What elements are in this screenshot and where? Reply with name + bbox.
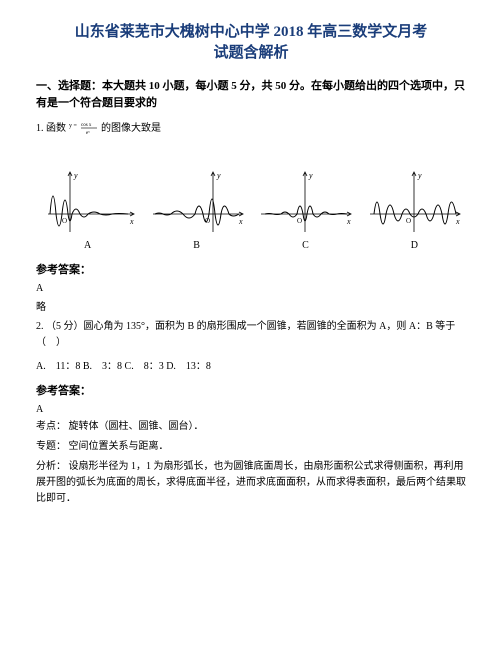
zhuanti-value: 空间位置关系与距离． <box>69 441 169 452</box>
kaodian-label: 考点： <box>36 421 66 432</box>
page-title: 山东省莱芜市大槐树中心中学 2018 年高三数学文月考 试题含解析 <box>36 22 466 64</box>
svg-text:y: y <box>216 171 221 180</box>
svg-text:y =: y = <box>69 123 78 129</box>
title-line1: 山东省莱芜市大槐树中心中学 2018 年高三数学文月考 <box>75 24 428 40</box>
kaodian-row: 考点： 旋转体（圆柱、圆锥、圆台）． <box>36 419 466 435</box>
svg-text:x: x <box>129 217 134 226</box>
chart-c-svg: x y O <box>257 168 353 234</box>
answer-heading-1: 参考答案： <box>36 261 466 277</box>
question-1: 1. 函数 y = cos x eˣ 的图像大致是 <box>36 119 466 138</box>
chart-option-a: x y O A <box>36 168 139 251</box>
svg-text:x: x <box>238 217 243 226</box>
fenxi-label: 分析： <box>36 461 66 472</box>
svg-text:y: y <box>308 171 313 180</box>
kaodian-value: 旋转体（圆柱、圆锥、圆台）． <box>69 421 204 432</box>
chart-b-svg: x y O <box>149 168 245 234</box>
chart-option-c: x y O C <box>254 168 357 251</box>
svg-text:x: x <box>455 217 460 226</box>
fenxi-row: 分析： 设扇形半径为 1，1 为扇形弧长，也为圆锥底面周长，由扇形面积公式求得侧… <box>36 459 466 507</box>
svg-text:x: x <box>346 217 351 226</box>
svg-text:eˣ: eˣ <box>86 131 90 136</box>
svg-text:y: y <box>73 171 78 180</box>
chart-option-b: x y O B <box>145 168 248 251</box>
section-1-heading: 一、选择题：本大题共 10 小题，每小题 5 分，共 50 分。在每小题给出的四… <box>36 78 466 111</box>
q1-prefix: 1. 函数 <box>36 123 66 134</box>
svg-text:O: O <box>297 217 302 225</box>
svg-text:y: y <box>417 171 422 180</box>
answer-1-letter: A <box>36 283 466 294</box>
chart-c-label: C <box>302 240 309 251</box>
answer-2-letter: A <box>36 404 466 415</box>
question-2-options: A. 11：8 B. 3：8 C. 8：3 D. 13：8 <box>36 357 466 372</box>
q1-formula: y = cos x eˣ <box>69 120 99 138</box>
zhuanti-label: 专题： <box>36 441 66 452</box>
chart-b-label: B <box>193 240 200 251</box>
answer-1-note: 略 <box>36 298 466 313</box>
svg-text:cos x: cos x <box>81 123 92 128</box>
question-2: 2. （5 分）圆心角为 135°，面积为 B 的扇形围成一个圆锥，若圆锥的全面… <box>36 319 466 351</box>
answer-heading-2: 参考答案： <box>36 382 466 398</box>
title-line2: 试题含解析 <box>213 45 288 61</box>
chart-options-row: x y O A x y O B x <box>36 168 466 251</box>
fenxi-value: 设扇形半径为 1，1 为扇形弧长，也为圆锥底面周长，由扇形面积公式求得侧面积，再… <box>36 461 466 504</box>
chart-d-label: D <box>411 240 418 251</box>
chart-a-svg: x y O <box>40 168 136 234</box>
svg-text:O: O <box>62 217 67 225</box>
svg-text:O: O <box>406 217 411 225</box>
chart-option-d: x y O D <box>363 168 466 251</box>
chart-d-svg: x y O <box>366 168 462 234</box>
zhuanti-row: 专题： 空间位置关系与距离． <box>36 439 466 455</box>
q1-suffix: 的图像大致是 <box>101 123 161 134</box>
chart-a-label: A <box>84 240 91 251</box>
